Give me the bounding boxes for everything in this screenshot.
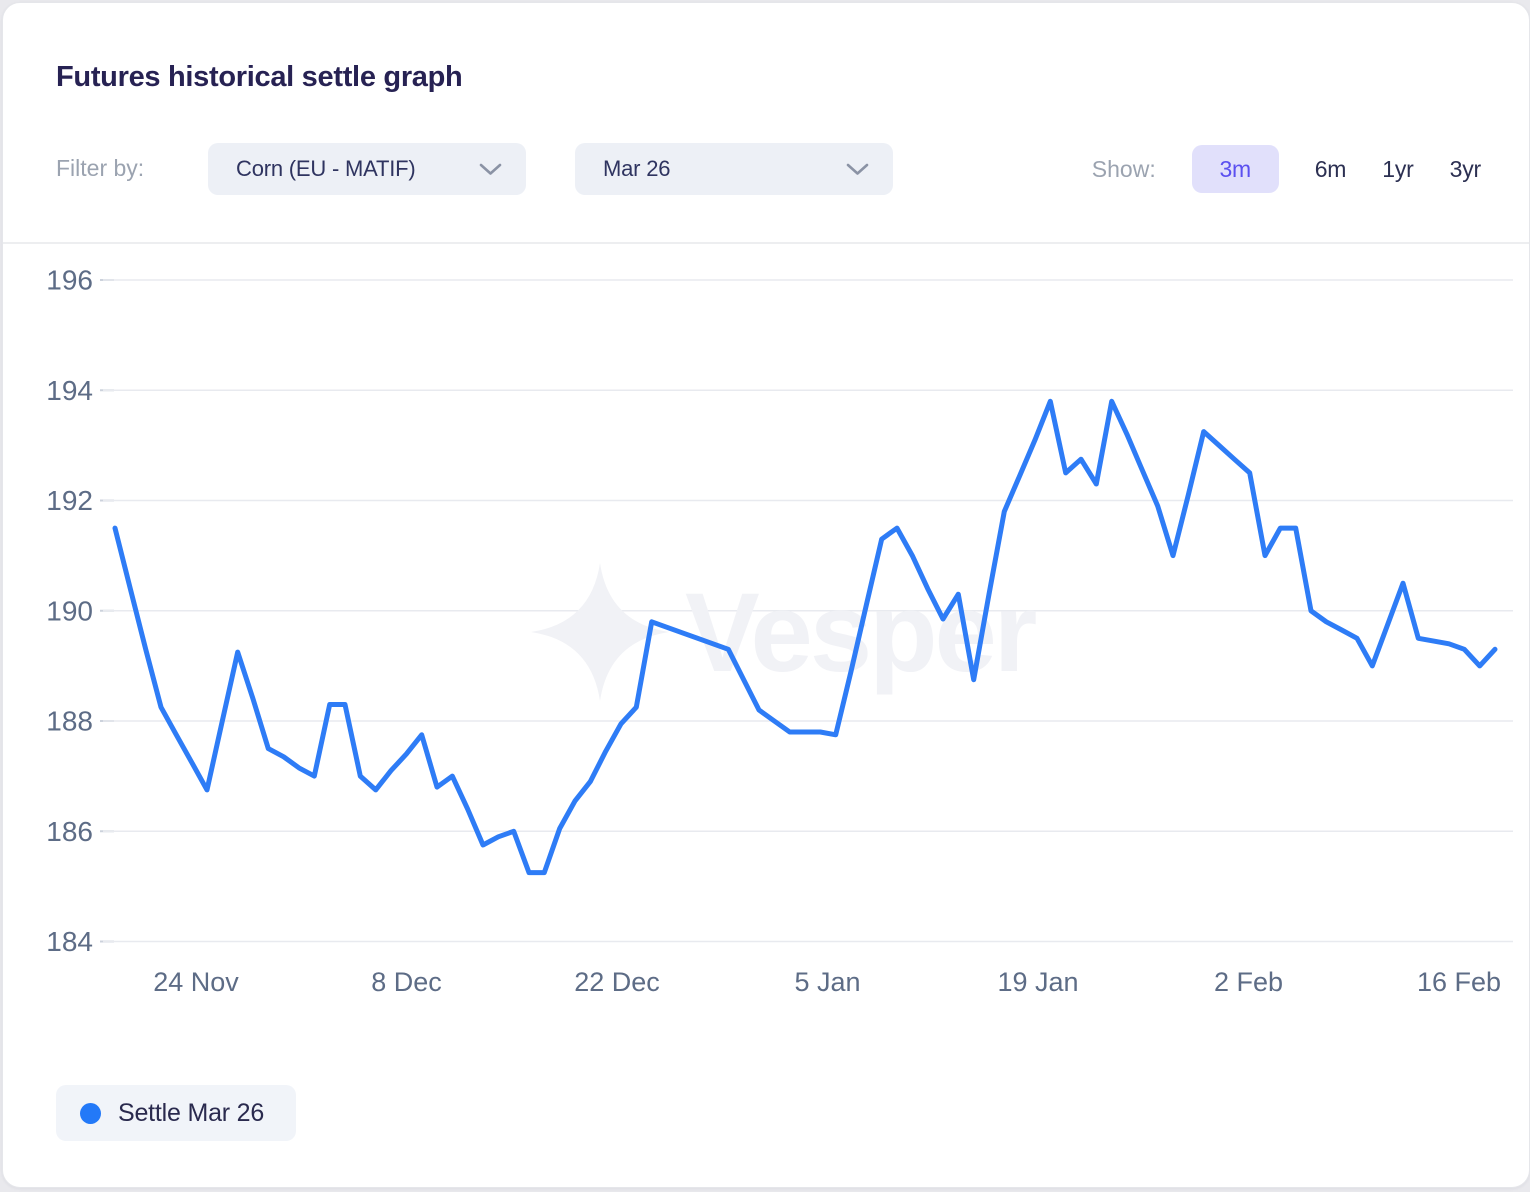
y-axis-label: 192 — [46, 485, 93, 516]
x-axis-label: 2 Feb — [1214, 967, 1283, 997]
x-axis-label: 16 Feb — [1417, 967, 1501, 997]
y-axis-label: 196 — [46, 265, 93, 296]
y-axis-label: 188 — [46, 706, 93, 737]
show-option-3m[interactable]: 3m — [1191, 145, 1279, 193]
show-period-group: Show: 3m 6m 1yr 3yr — [1092, 143, 1481, 195]
show-option-3yr[interactable]: 3yr — [1449, 155, 1482, 182]
chevron-down-icon — [846, 163, 869, 176]
page-title: Futures historical settle graph — [56, 61, 463, 93]
contract-dropdown-value: Mar 26 — [603, 156, 671, 181]
sparkle-star-icon — [531, 563, 669, 701]
settle-price-line — [112, 398, 1498, 876]
product-dropdown[interactable]: Corn (EU - MATIF) — [208, 143, 526, 195]
x-axis-label: 8 Dec — [371, 967, 442, 997]
chevron-down-icon — [479, 163, 502, 176]
filter-by-label: Filter by: — [56, 155, 145, 181]
y-axis-label: 190 — [46, 595, 93, 626]
x-axis-label: 19 Jan — [997, 967, 1078, 997]
y-axis-label: 194 — [46, 375, 93, 406]
contract-dropdown[interactable]: Mar 26 — [575, 143, 893, 195]
legend-settle-mar26[interactable]: Settle Mar 26 — [56, 1085, 297, 1141]
series-color-dot-icon — [80, 1102, 101, 1124]
show-option-1yr[interactable]: 1yr — [1382, 155, 1414, 182]
x-axis-label: 5 Jan — [794, 967, 860, 997]
product-dropdown-value: Corn (EU - MATIF) — [236, 156, 416, 181]
show-label: Show: — [1091, 155, 1156, 182]
x-axis-label: 24 Nov — [153, 967, 239, 997]
y-axis-label: 186 — [46, 816, 93, 847]
settle-line-chart[interactable]: 196 194 192 190 188 186 184 24 Nov 8 Dec 22 Dec 5 … — [3, 3, 1530, 1188]
legend-label: Settle Mar 26 — [118, 1098, 265, 1127]
y-axis-label: 184 — [46, 926, 93, 957]
x-axis-label: 22 Dec — [574, 967, 660, 997]
show-option-6m[interactable]: 6m — [1314, 155, 1347, 182]
